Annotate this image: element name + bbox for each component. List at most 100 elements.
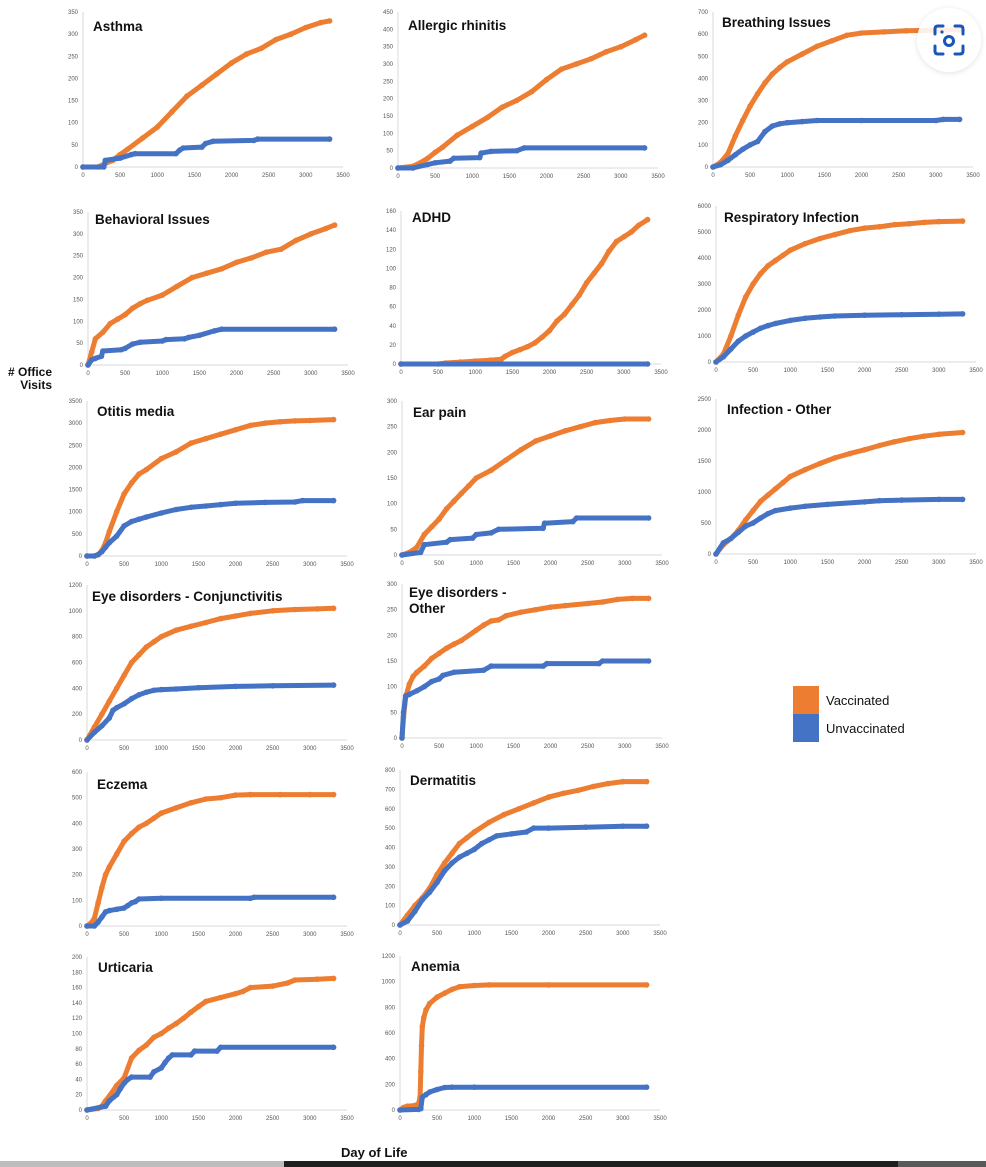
data-point-unvaccinated: [858, 117, 865, 124]
chart-title: Infection - Other: [727, 402, 832, 417]
data-point-vaccinated: [95, 900, 101, 906]
y-tick-label: 100: [387, 502, 398, 508]
data-point-unvaccinated: [643, 1084, 650, 1090]
chart-panel-anemia: 0 200 400 600 800 1000 1200 0 500 1000 1500 2000 250…: [382, 954, 668, 1122]
x-tick-label: 2000: [544, 561, 558, 567]
data-point-unvaccinated: [414, 688, 420, 694]
x-tick-label: 500: [434, 744, 445, 750]
data-point-unvaccinated: [113, 906, 120, 913]
data-point-unvaccinated: [330, 497, 337, 504]
data-point-vaccinated: [499, 104, 505, 111]
data-point-unvaccinated: [292, 499, 298, 505]
y-tick-label: 3000: [69, 421, 83, 427]
data-point-vaccinated: [169, 108, 175, 115]
data-point-vaccinated: [456, 984, 463, 990]
data-point-vaccinated: [99, 711, 105, 717]
chart-title: Eye disorders -: [409, 585, 507, 600]
series-line-vaccinated: [399, 416, 652, 558]
data-point-vaccinated: [891, 439, 898, 445]
x-tick-label: 3500: [653, 931, 667, 937]
data-point-vaccinated: [480, 622, 487, 628]
data-point-vaccinated: [292, 977, 298, 983]
data-point-vaccinated: [577, 423, 584, 430]
data-point-unvaccinated: [113, 1091, 120, 1098]
y-tick-label: 300: [387, 582, 398, 588]
data-point-unvaccinated: [91, 729, 98, 736]
data-point-vaccinated: [903, 28, 909, 34]
data-point-vaccinated: [524, 344, 531, 350]
data-point-vaccinated: [501, 811, 507, 818]
data-point-vaccinated: [876, 224, 883, 230]
data-point-vaccinated: [151, 1034, 157, 1041]
data-point-unvaccinated: [473, 531, 480, 538]
data-point-vaccinated: [728, 333, 734, 339]
x-tick-label: 1000: [151, 173, 165, 179]
scrollbar-thumb[interactable]: [284, 1161, 898, 1167]
data-point-unvaccinated: [113, 704, 120, 711]
data-point-vaccinated: [606, 248, 612, 254]
scrollbar-track-end[interactable]: [898, 1161, 986, 1167]
y-tick-label: 50: [386, 149, 393, 155]
data-point-vaccinated: [106, 864, 113, 870]
data-point-vaccinated: [641, 32, 648, 38]
x-tick-label: 500: [119, 746, 130, 752]
data-point-unvaccinated: [739, 146, 746, 153]
data-point-vaccinated: [188, 440, 194, 446]
data-point-unvaccinated: [399, 735, 405, 741]
y-tick-label: 500: [72, 532, 83, 538]
data-point-unvaccinated: [645, 658, 652, 664]
data-point-vaccinated: [419, 1023, 426, 1030]
y-tick-label: 200: [698, 121, 709, 127]
data-point-vaccinated: [258, 45, 265, 52]
data-point-vaccinated: [173, 805, 179, 811]
data-point-vaccinated: [454, 132, 461, 138]
x-tick-label: 1500: [507, 561, 521, 567]
x-tick-label: 3000: [614, 174, 628, 180]
data-point-unvaccinated: [95, 919, 101, 925]
data-point-unvaccinated: [417, 549, 424, 556]
data-point-vaccinated: [128, 830, 135, 837]
data-point-vaccinated: [158, 633, 165, 640]
x-tick-label: 1000: [155, 932, 169, 938]
data-point-vaccinated: [757, 270, 764, 277]
data-point-unvaccinated: [440, 672, 446, 679]
x-tick-label: 3500: [340, 1116, 354, 1122]
data-point-vaccinated: [605, 780, 611, 787]
data-point-vaccinated: [832, 231, 838, 238]
y-tick-label: 0: [79, 924, 83, 930]
x-tick-label: 2000: [542, 1116, 556, 1122]
x-tick-label: 3500: [340, 746, 354, 752]
data-point-vaccinated: [613, 238, 620, 245]
scrollbar-track[interactable]: [0, 1161, 284, 1167]
data-point-unvaccinated: [330, 894, 337, 901]
data-point-unvaccinated: [728, 346, 734, 352]
data-point-vaccinated: [545, 794, 552, 800]
y-tick-label: 700: [698, 10, 709, 16]
data-point-unvaccinated: [398, 361, 404, 367]
y-tick-label: 0: [392, 923, 396, 929]
y-tick-label: 250: [73, 254, 84, 260]
data-point-vaccinated: [330, 975, 337, 982]
data-point-unvaccinated: [450, 155, 457, 162]
data-point-vaccinated: [528, 88, 535, 95]
data-point-vaccinated: [184, 93, 190, 99]
y-tick-label: 4000: [698, 256, 712, 262]
x-tick-label: 2000: [225, 173, 239, 179]
y-tick-label: 100: [73, 319, 84, 325]
data-point-unvaccinated: [251, 894, 257, 901]
data-point-unvaccinated: [799, 118, 805, 125]
data-point-unvaccinated: [158, 686, 165, 693]
series-line-vaccinated: [713, 218, 966, 365]
y-axis-label-line2: Visits: [20, 378, 52, 392]
y-tick-label: 100: [72, 1032, 83, 1038]
data-point-vaccinated: [622, 416, 628, 422]
lens-search-button[interactable]: [917, 8, 981, 72]
data-point-vaccinated: [817, 460, 823, 467]
data-point-unvaccinated: [742, 523, 749, 529]
x-tick-label: 1500: [821, 560, 835, 566]
data-point-vaccinated: [436, 516, 442, 522]
data-point-vaccinated: [92, 336, 99, 342]
y-tick-label: 20: [389, 343, 396, 349]
